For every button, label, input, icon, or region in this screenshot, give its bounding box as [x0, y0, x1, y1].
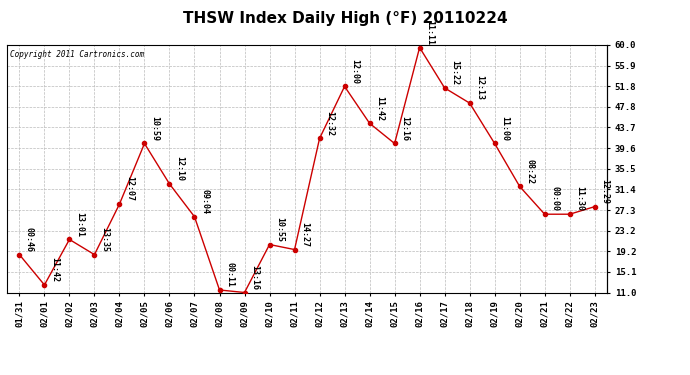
- Text: 12:16: 12:16: [400, 116, 409, 141]
- Text: 15:22: 15:22: [450, 60, 459, 85]
- Text: 10:59: 10:59: [150, 116, 159, 141]
- Text: Copyright 2011 Cartronics.com: Copyright 2011 Cartronics.com: [10, 50, 144, 59]
- Text: 11:00: 11:00: [500, 116, 509, 141]
- Text: 09:04: 09:04: [200, 189, 209, 214]
- Text: 11:42: 11:42: [375, 96, 384, 120]
- Text: 12:10: 12:10: [175, 156, 184, 181]
- Text: 11:11: 11:11: [425, 20, 434, 45]
- Text: 13:16: 13:16: [250, 265, 259, 290]
- Text: 12:32: 12:32: [325, 111, 334, 136]
- Text: 10:55: 10:55: [275, 217, 284, 242]
- Text: 13:35: 13:35: [100, 227, 109, 252]
- Text: 11:42: 11:42: [50, 257, 59, 282]
- Text: 08:22: 08:22: [525, 159, 534, 184]
- Text: THSW Index Daily High (°F) 20110224: THSW Index Daily High (°F) 20110224: [183, 11, 507, 26]
- Text: 00:11: 00:11: [225, 262, 234, 287]
- Text: 12:29: 12:29: [600, 179, 609, 204]
- Text: 00:00: 00:00: [550, 186, 559, 211]
- Text: 13:01: 13:01: [75, 211, 84, 237]
- Text: 12:13: 12:13: [475, 75, 484, 100]
- Text: 11:30: 11:30: [575, 186, 584, 211]
- Text: 00:46: 00:46: [25, 227, 34, 252]
- Text: 12:00: 12:00: [350, 58, 359, 84]
- Text: 14:27: 14:27: [300, 222, 309, 247]
- Text: 12:07: 12:07: [125, 176, 134, 201]
